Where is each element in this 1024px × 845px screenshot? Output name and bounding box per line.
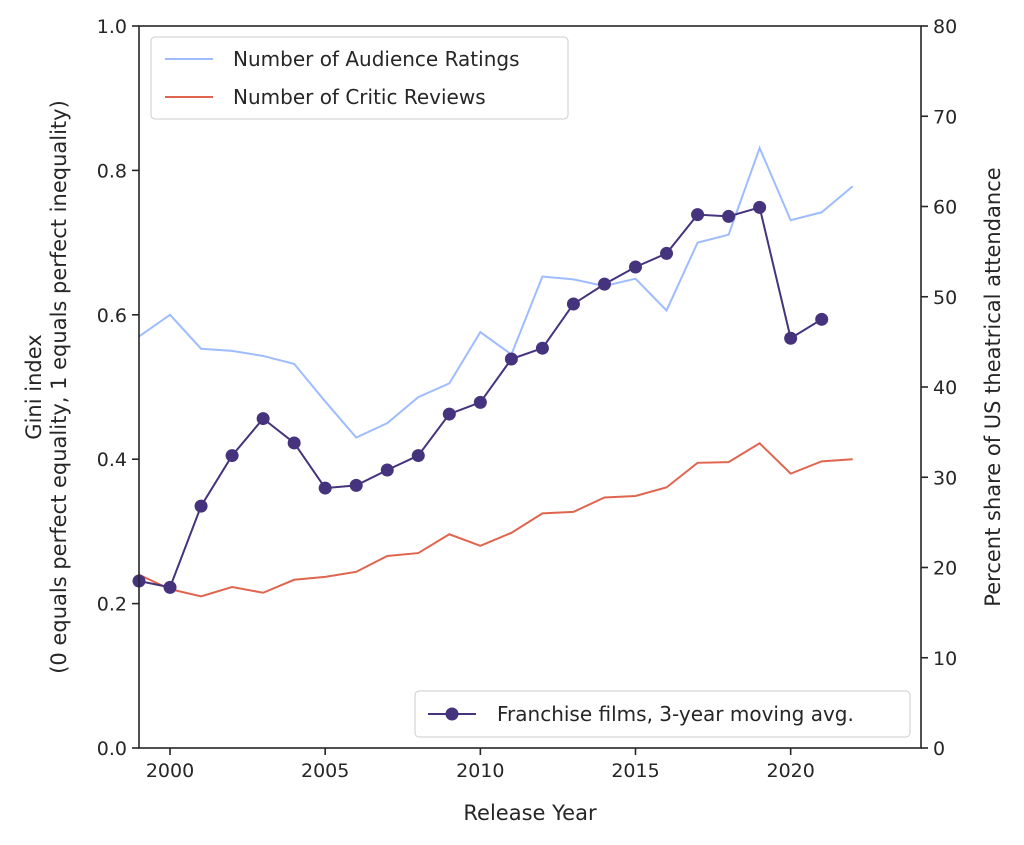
y-tick-label: 0.4 <box>97 449 127 471</box>
series-line-0 <box>138 145 854 439</box>
y-tick-label: 0.2 <box>97 594 127 616</box>
y-tick-label: 0.8 <box>97 160 127 182</box>
legend-marker-franchise <box>445 707 459 721</box>
legend-label-critic: Number of Critic Reviews <box>233 85 486 109</box>
data-point <box>411 449 425 463</box>
legend-top-left: Number of Audience Ratings Number of Cri… <box>150 36 569 120</box>
legend-label-franchise: Franchise films, 3-year moving avg. <box>497 702 854 726</box>
data-point <box>815 312 829 326</box>
legend-bottom-right: Franchise films, 3-year moving avg. <box>414 690 911 738</box>
y2-tick-label: 80 <box>933 16 957 38</box>
x-tick-label: 2020 <box>766 760 814 782</box>
x-tick-label: 2015 <box>611 760 659 782</box>
data-point <box>287 436 301 450</box>
y2-tick-label: 60 <box>933 197 957 219</box>
series-line-1 <box>138 442 853 598</box>
legend-label-audience: Number of Audience Ratings <box>233 47 519 71</box>
data-point <box>691 208 705 222</box>
x-tick-label: 2000 <box>146 760 194 782</box>
y-axis-label-line1: Gini index <box>22 334 46 439</box>
plot-frame <box>138 25 922 749</box>
y-tick-label: 0.6 <box>97 305 127 327</box>
x-tick-label: 2005 <box>301 760 349 782</box>
data-point <box>194 499 208 513</box>
y2-tick-label: 40 <box>933 377 957 399</box>
data-point <box>629 260 643 274</box>
y-tick-label: 0.0 <box>97 738 127 760</box>
data-point <box>660 246 674 260</box>
y2-tick-label: 0 <box>933 738 945 760</box>
data-point <box>473 395 487 409</box>
data-point <box>753 200 767 214</box>
y2-tick-label: 20 <box>933 558 957 580</box>
data-point <box>597 277 611 291</box>
data-point <box>784 331 798 345</box>
x-axis-label: Release Year <box>463 801 597 825</box>
x-tick-label: 2010 <box>456 760 504 782</box>
data-point <box>535 341 549 355</box>
y-axis-label-line2: (0 equals perfect equality, 1 equals per… <box>47 100 71 674</box>
y2-tick-label: 50 <box>933 287 957 309</box>
data-point <box>349 478 363 492</box>
data-point <box>380 463 394 477</box>
data-point <box>318 481 332 495</box>
data-point <box>566 297 580 311</box>
data-point <box>722 209 736 223</box>
data-point <box>442 407 456 421</box>
data-point <box>504 352 518 366</box>
y2-tick-label: 70 <box>933 106 957 128</box>
y2-tick-label: 30 <box>933 467 957 489</box>
data-point <box>225 449 239 463</box>
data-point <box>163 580 177 594</box>
data-point <box>256 412 270 426</box>
y2-axis-label: Percent share of US theatrical attendanc… <box>981 167 1005 606</box>
y2-tick-label: 10 <box>933 648 957 670</box>
y-tick-label: 1.0 <box>97 16 127 38</box>
